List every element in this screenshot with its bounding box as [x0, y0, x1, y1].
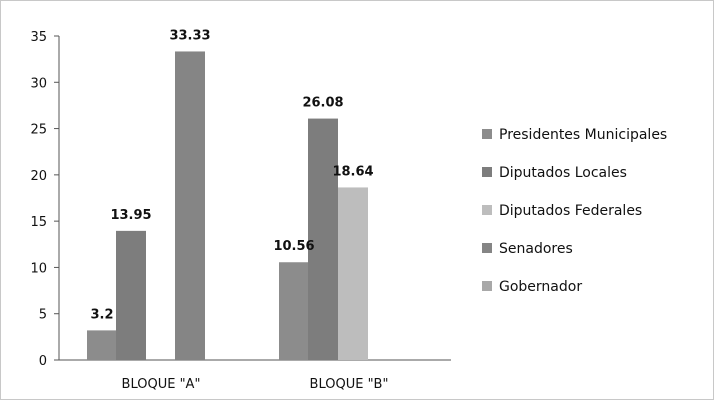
legend-label: Senadores	[499, 241, 573, 257]
x-category-label: BLOQUE "B"	[310, 377, 389, 392]
y-tick-label: 0	[39, 354, 47, 369]
legend-swatch	[482, 205, 492, 215]
y-tick-label: 15	[30, 215, 47, 230]
y-tick-label: 20	[30, 169, 47, 184]
y-tick-label: 35	[30, 30, 47, 45]
legend-label: Presidentes Municipales	[499, 127, 667, 143]
legend: Presidentes Municipales Diputados Locales…	[482, 127, 667, 295]
y-tick-label: 25	[30, 123, 47, 138]
bar	[308, 118, 338, 360]
legend-swatch	[482, 281, 492, 291]
x-category-label: BLOQUE "A"	[122, 377, 201, 392]
y-tick-label: 30	[30, 76, 47, 91]
bar	[87, 330, 117, 360]
y-tick-label: 5	[39, 308, 47, 323]
data-label: 10.56	[273, 239, 314, 254]
chart-frame: 0 5 10 15 20 25 30 35 3.2 10.56 13.95 26.08 18.64 33…	[0, 0, 714, 400]
legend-swatch	[482, 129, 492, 139]
bar	[116, 230, 146, 360]
legend-label: Diputados Locales	[499, 165, 627, 181]
y-tick-label: 10	[30, 261, 47, 276]
legend-label: Gobernador	[499, 279, 582, 295]
legend-label: Diputados Federales	[499, 203, 642, 219]
data-label: 26.08	[302, 96, 343, 111]
bar-chart: 0 5 10 15 20 25 30 35 3.2 10.56 13.95 26.08 18.64 33…	[30, 28, 667, 392]
data-label: 18.64	[332, 164, 373, 179]
legend-swatch	[482, 167, 492, 177]
bar	[279, 262, 309, 360]
legend-swatch	[482, 243, 492, 253]
x-axis-category-labels: BLOQUE "A" BLOQUE "B"	[122, 377, 389, 392]
bars	[87, 51, 368, 361]
y-axis-ticks: 0 5 10 15 20 25 30 35	[30, 30, 59, 369]
data-label: 33.33	[169, 28, 210, 43]
bar	[338, 187, 368, 360]
data-label: 3.2	[90, 307, 113, 322]
data-label: 13.95	[110, 208, 151, 223]
data-labels: 3.2 10.56 13.95 26.08 18.64 33.33	[90, 28, 373, 322]
bar	[175, 51, 205, 361]
